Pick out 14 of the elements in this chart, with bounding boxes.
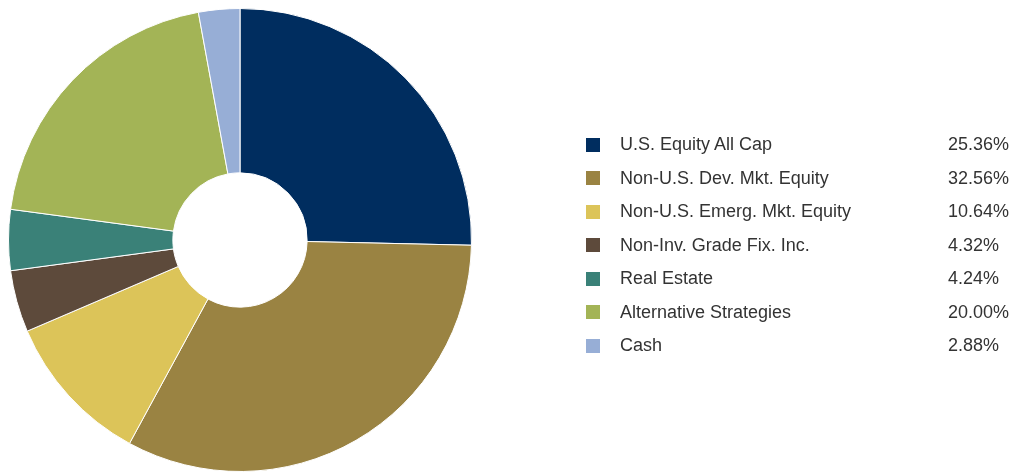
data-label: 25.36% xyxy=(948,134,1010,156)
data-label: 10.64% xyxy=(948,201,1010,223)
legend-label: Non-U.S. Emerg. Mkt. Equity xyxy=(620,201,853,223)
data-label: 4.24% xyxy=(948,268,1000,290)
data-label: 20.00% xyxy=(948,301,1010,323)
data-label: 32.56% xyxy=(948,167,1010,189)
legend-label: U.S. Equity All Cap xyxy=(620,134,774,156)
legend-label: Alternative Strategies xyxy=(620,301,793,323)
legend-label: Non-Inv. Grade Fix. Inc. xyxy=(620,234,811,256)
legend-label: Cash xyxy=(620,335,664,357)
legend-label: Non-U.S. Dev. Mkt. Equity xyxy=(620,167,830,189)
data-label: 4.32% xyxy=(948,234,1000,256)
legend-label: Real Estate xyxy=(620,268,715,290)
data-label: 2.88% xyxy=(948,335,1000,357)
